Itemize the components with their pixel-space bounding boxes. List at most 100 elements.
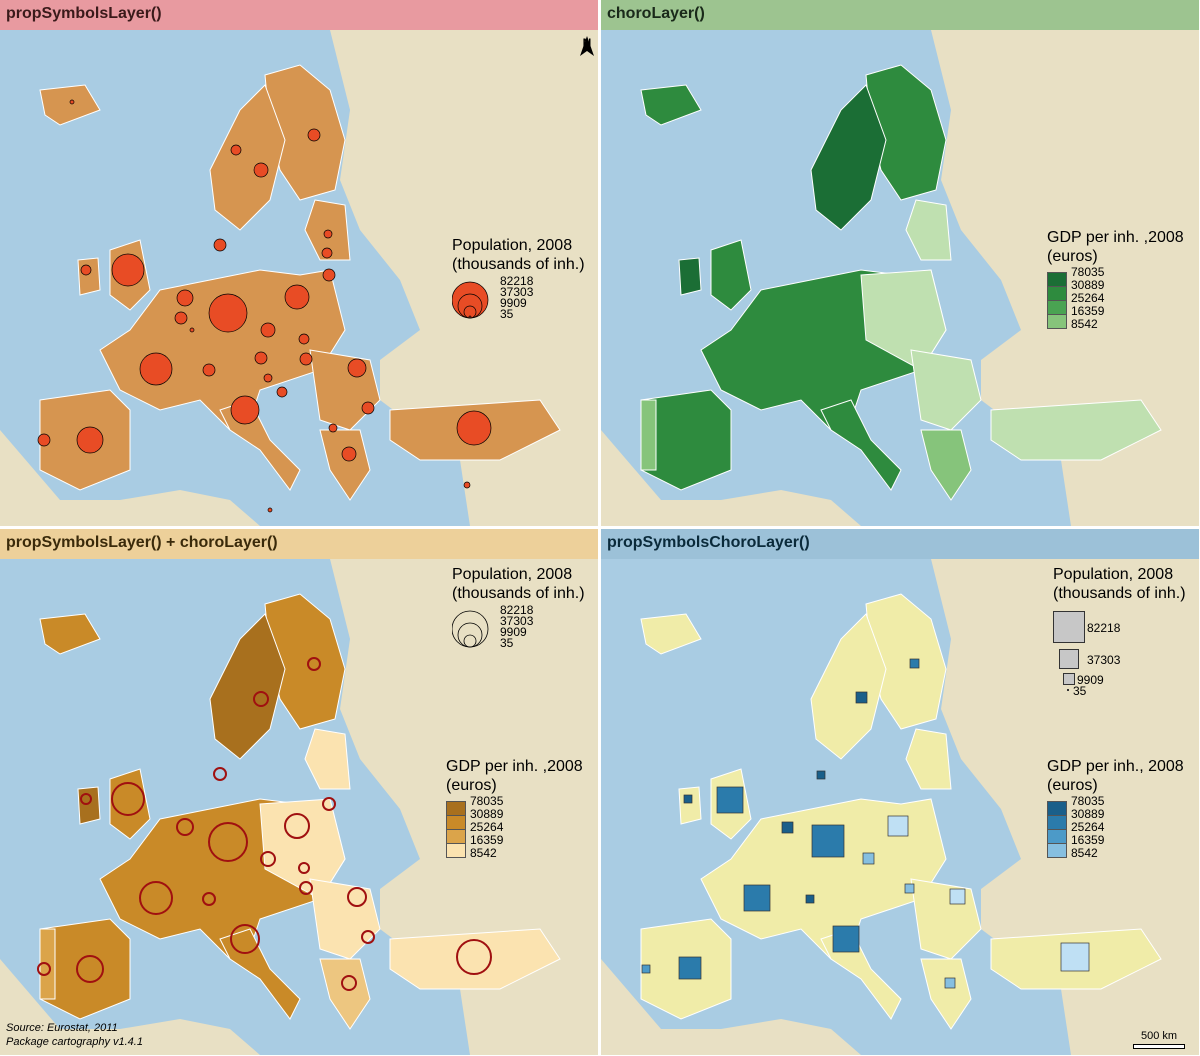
panel-prop-symbols: propSymbolsLayer() [0,0,598,526]
legend-value: 78035 [1071,794,1105,808]
symbol-sweden [253,162,269,178]
panel-title: propSymbolsLayer() + choroLayer() [6,534,278,551]
legend-value: 8542 [1071,317,1098,331]
legend-value: 30889 [1071,278,1105,292]
symbol-croatia [276,386,288,398]
symbol-czech [260,322,276,338]
map-area: Population, 2008 (thousands of inh.) 822… [601,559,1199,1055]
panel-title: choroLayer() [607,5,705,22]
legend-value: 9909 [500,296,527,310]
symbol-hungary [299,352,313,366]
legend-title: Population, 2008 [452,566,573,583]
legend-value: 37303 [500,285,534,299]
package-text: Package cartography v1.4.1 [6,1036,143,1048]
symbol-portugal [37,433,51,447]
legend-value: 82218 [500,603,534,617]
symbol-estonia [323,229,333,239]
panel-title: propSymbolsLayer() [6,5,162,22]
legend-value: 16359 [1071,304,1105,318]
legend-value: 9909 [1077,673,1104,687]
legend-value: 16359 [470,833,504,847]
panel-prop-plus-choro: propSymbolsLayer() + choroLayer() [0,529,598,1055]
legend-population: Population, 2008 (thousands of inh.) 822… [452,565,585,649]
symbol-belgium [174,311,188,325]
symbol-poland [284,284,310,310]
map-area: GDP per inh. ,2008 (euros) 78035 30889 2… [601,30,1199,526]
symbol-italy [230,395,260,425]
symbol-malta [267,507,273,513]
source-text: Source: Eurostat, 2011 [6,1022,118,1034]
legend-value: 25264 [1071,820,1105,834]
symbol-germany [208,293,248,333]
legend-subtitle: (thousands of inh.) [1053,585,1186,602]
legend-title: Population, 2008 [1053,566,1174,583]
map-area: N Population, 2008 (thousands of inh.) 8… [0,30,598,526]
legend-value: 82218 [1087,621,1121,635]
legend-value: 16359 [1071,833,1105,847]
legend-gdp: GDP per inh. ,2008 (euros) 78035 30889 2… [446,757,583,860]
legend-value: 37303 [500,614,534,628]
legend-value: 25264 [1071,291,1105,305]
symbol-lithuania [322,268,336,282]
symbol-turkey [456,410,492,446]
panel-title: propSymbolsChoroLayer() [607,534,810,551]
legend-title: Population, 2008 [452,237,573,254]
map-svg [0,30,598,526]
legend-circles [452,281,489,319]
source-note: Source: Eurostat, 2011 Package cartograp… [6,1021,143,1049]
legend-subtitle: (thousands of inh.) [452,585,585,602]
legend-subtitle: (thousands of inh.) [452,256,585,273]
legend-population: Population, 2008 (thousands of inh.) 822… [452,236,585,320]
legend-gdp: GDP per inh. ,2008 (euros) 78035 30889 2… [1047,228,1184,331]
legend-circles [452,610,489,648]
symbol-macedonia [328,423,338,433]
prop-symbols [37,99,492,513]
symbol-norway [230,144,242,156]
europe-land [39,64,561,501]
legend-value: 8542 [470,846,497,860]
symbol-spain [76,426,104,454]
symbol-uk [111,253,145,287]
legend-value: 9909 [500,625,527,639]
symbol-greece [341,446,357,462]
legend-gdp: GDP per inh., 2008 (euros) 78035 30889 2… [1047,757,1184,860]
panel-header: choroLayer() [601,0,1199,30]
legend-population: Population, 2008 (thousands of inh.) 822… [1053,565,1186,698]
symbol-bulgaria [361,401,375,415]
panel-header: propSymbolsLayer() + choroLayer() [0,529,598,559]
map-svg [601,30,1199,526]
symbol-latvia [321,247,333,259]
legend-value: 25264 [470,820,504,834]
legend-value: 37303 [1087,653,1121,667]
scale-bar: 500 km [1133,1030,1185,1049]
symbol-finland [307,128,321,142]
legend-subtitle: (euros) [1047,777,1098,794]
symbol-slovakia [298,333,310,345]
symbol-france [139,352,173,386]
legend-title: GDP per inh. ,2008 [1047,229,1184,246]
legend-value: 78035 [470,794,504,808]
legend-value: 30889 [1071,807,1105,821]
symbol-iceland [69,99,75,105]
symbol-denmark [213,238,227,252]
panel-prop-symbols-choro: propSymbolsChoroLayer() [601,529,1199,1055]
scale-label: 500 km [1140,1030,1178,1042]
legend-title: GDP per inh. ,2008 [446,758,583,775]
legend-title: GDP per inh., 2008 [1047,758,1184,775]
symbol-luxembourg [189,327,195,333]
legend-value: 35 [500,307,514,321]
north-arrow: N [580,36,594,76]
map-area: Population, 2008 (thousands of inh.) 822… [0,559,598,1055]
panel-header: propSymbolsChoroLayer() [601,529,1199,559]
legend-value: 82218 [500,274,534,288]
legend-value: 30889 [470,807,504,821]
symbol-austria [254,351,268,365]
symbol-netherlands [176,289,194,307]
legend-subtitle: (euros) [1047,248,1098,265]
legend-value: 35 [1073,684,1087,698]
legend-value: 8542 [1071,846,1098,860]
legend-value: 35 [500,636,514,650]
panel-header: propSymbolsLayer() [0,0,598,30]
symbol-ireland [80,264,92,276]
symbol-cyprus [463,481,471,489]
